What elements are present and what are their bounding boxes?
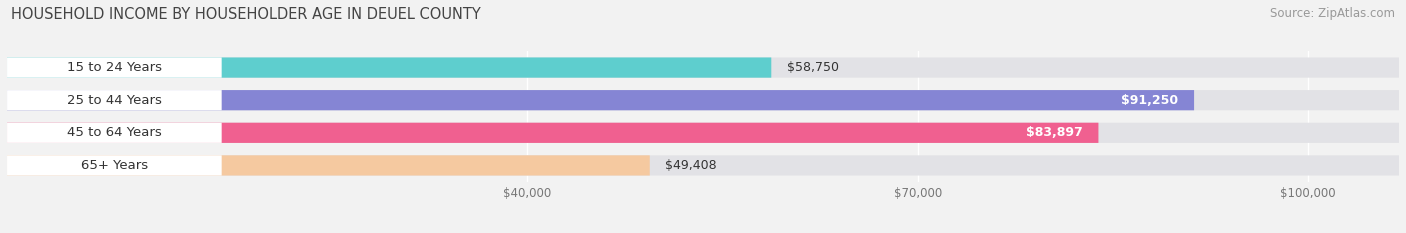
FancyBboxPatch shape: [7, 155, 222, 175]
Text: 25 to 44 Years: 25 to 44 Years: [67, 94, 162, 107]
Text: 15 to 24 Years: 15 to 24 Years: [67, 61, 162, 74]
FancyBboxPatch shape: [7, 58, 772, 78]
Text: $91,250: $91,250: [1122, 94, 1178, 107]
FancyBboxPatch shape: [7, 123, 1399, 143]
Text: HOUSEHOLD INCOME BY HOUSEHOLDER AGE IN DEUEL COUNTY: HOUSEHOLD INCOME BY HOUSEHOLDER AGE IN D…: [11, 7, 481, 22]
FancyBboxPatch shape: [7, 155, 650, 175]
Text: $49,408: $49,408: [665, 159, 717, 172]
FancyBboxPatch shape: [7, 90, 1194, 110]
Text: Source: ZipAtlas.com: Source: ZipAtlas.com: [1270, 7, 1395, 20]
FancyBboxPatch shape: [7, 155, 1399, 175]
Text: $58,750: $58,750: [787, 61, 839, 74]
FancyBboxPatch shape: [7, 58, 1399, 78]
FancyBboxPatch shape: [7, 90, 222, 110]
FancyBboxPatch shape: [7, 90, 1399, 110]
Text: 45 to 64 Years: 45 to 64 Years: [67, 126, 162, 139]
FancyBboxPatch shape: [7, 58, 222, 78]
Text: 65+ Years: 65+ Years: [80, 159, 148, 172]
FancyBboxPatch shape: [7, 123, 222, 143]
Text: $83,897: $83,897: [1026, 126, 1083, 139]
FancyBboxPatch shape: [7, 123, 1098, 143]
